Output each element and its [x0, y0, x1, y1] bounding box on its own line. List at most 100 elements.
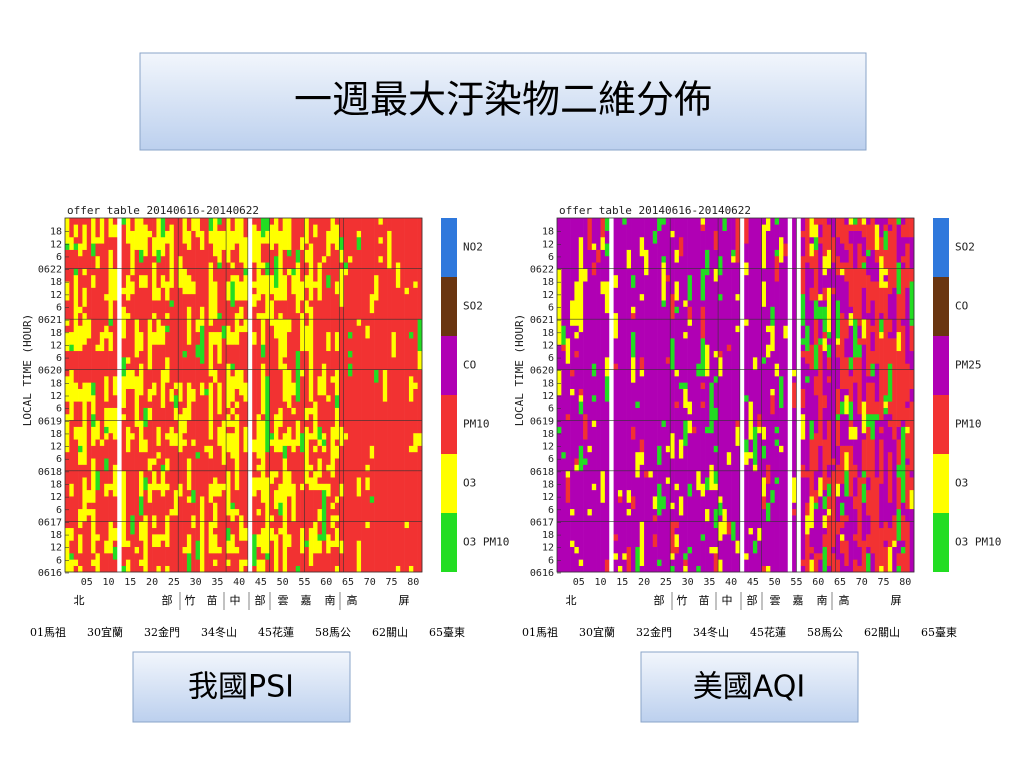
heatmap-cell — [570, 508, 575, 516]
heatmap-cell — [160, 496, 166, 535]
heatmap-cell — [639, 357, 645, 371]
heatmap-cell — [199, 496, 205, 573]
heatmap-cell — [147, 218, 153, 231]
heatmap-cell — [665, 445, 671, 453]
heatmap-cell — [208, 243, 214, 263]
y-tick-label: 12 — [542, 391, 554, 402]
heatmap-cell — [683, 559, 688, 566]
heatmap-cell — [186, 230, 192, 250]
heatmap-cell — [578, 470, 584, 560]
heatmap-cell — [213, 369, 218, 383]
heatmap-cell — [670, 521, 675, 554]
heatmap-cell — [287, 426, 292, 446]
heatmap-cell — [726, 451, 732, 465]
heatmap-cell — [139, 274, 144, 288]
heatmap-cell — [665, 363, 671, 446]
heatmap-cell — [896, 331, 902, 352]
heatmap-cell — [900, 426, 906, 503]
heatmap-cell — [578, 445, 584, 472]
heatmap-cell — [65, 218, 70, 244]
heatmap-cell — [165, 458, 170, 472]
heatmap-cell — [287, 319, 292, 333]
heatmap-cell — [839, 445, 845, 484]
heatmap-cell — [152, 255, 157, 263]
heatmap-cell — [700, 483, 706, 497]
heatmap-cell — [69, 350, 75, 371]
heatmap-cell — [160, 218, 166, 238]
heatmap-cell — [761, 458, 767, 478]
y-tick-label: 18 — [50, 227, 62, 238]
heatmap-cell — [256, 559, 262, 573]
heatmap-cell — [186, 344, 192, 383]
heatmap-cell — [800, 230, 806, 238]
heatmap-cell — [822, 218, 828, 257]
heatmap-cell — [574, 553, 580, 573]
legend-label: PM25 — [955, 359, 982, 372]
heatmap-cell — [365, 218, 371, 326]
heatmap-cell — [631, 218, 636, 276]
heatmap-cell — [596, 262, 601, 573]
heatmap-cell — [639, 521, 645, 566]
heatmap-cell — [165, 546, 170, 566]
heatmap-cell — [826, 338, 832, 345]
heatmap-cell — [226, 553, 231, 560]
heatmap-cell — [121, 407, 127, 415]
x-tick-label: 70 — [856, 577, 868, 588]
heatmap-cell — [173, 489, 179, 516]
y-tick-label: 18 — [542, 328, 554, 339]
heatmap-cell — [147, 369, 153, 389]
heatmap-cell — [287, 249, 292, 257]
heatmap-cell — [339, 262, 344, 269]
heatmap-cell — [112, 395, 118, 408]
heatmap-cell — [86, 502, 92, 510]
y-tick-label: 12 — [542, 290, 554, 301]
heatmap-cell — [65, 325, 70, 333]
heatmap-cell — [73, 218, 79, 225]
heatmap-cell — [130, 230, 135, 276]
heatmap-cell — [705, 376, 710, 427]
heatmap-cell — [278, 426, 283, 440]
heatmap-cell — [866, 224, 871, 250]
heatmap-cell — [853, 218, 858, 225]
heatmap-cell — [826, 483, 832, 497]
heatmap-cell — [587, 445, 593, 453]
legend-swatch — [933, 395, 949, 454]
heatmap-cell — [91, 274, 96, 288]
heatmap-cell — [570, 515, 575, 541]
heatmap-cell — [287, 445, 292, 472]
heatmap-cell — [748, 451, 754, 459]
heatmap-cell — [265, 319, 270, 377]
heatmap-cell — [191, 218, 196, 231]
heatmap-cell — [374, 218, 379, 276]
heatmap-cell — [239, 306, 244, 320]
heatmap-cell — [905, 407, 910, 427]
heatmap-cell — [792, 407, 797, 478]
heatmap-cell — [95, 540, 101, 554]
heatmap-cell — [226, 325, 231, 345]
heatmap-cell — [635, 401, 641, 408]
heatmap-cell — [208, 445, 214, 459]
heatmap-cell — [365, 489, 371, 522]
station-label: 32金門 — [636, 625, 672, 639]
heatmap-cell — [369, 496, 375, 503]
heatmap-cell — [313, 489, 318, 522]
heatmap-cell — [635, 451, 641, 478]
heatmap-cell — [287, 369, 292, 408]
heatmap-cell — [844, 224, 849, 250]
heatmap-cell — [112, 218, 118, 225]
heatmap-cell — [256, 312, 262, 320]
heatmap-cell — [365, 527, 371, 573]
heatmap-cell — [713, 218, 719, 231]
heatmap-cell — [304, 249, 310, 263]
heatmap-cell — [770, 413, 775, 491]
heatmap-cell — [213, 553, 218, 560]
heatmap-cell — [139, 363, 144, 396]
heatmap-cell — [687, 432, 693, 484]
heatmap-cell — [835, 413, 841, 421]
station-label: 34冬山 — [693, 625, 729, 639]
heatmap-cell — [874, 363, 880, 402]
heatmap-cell — [308, 401, 314, 408]
heatmap-cell — [687, 306, 693, 320]
heatmap-cell — [326, 274, 331, 288]
heatmap-cell — [857, 230, 863, 244]
